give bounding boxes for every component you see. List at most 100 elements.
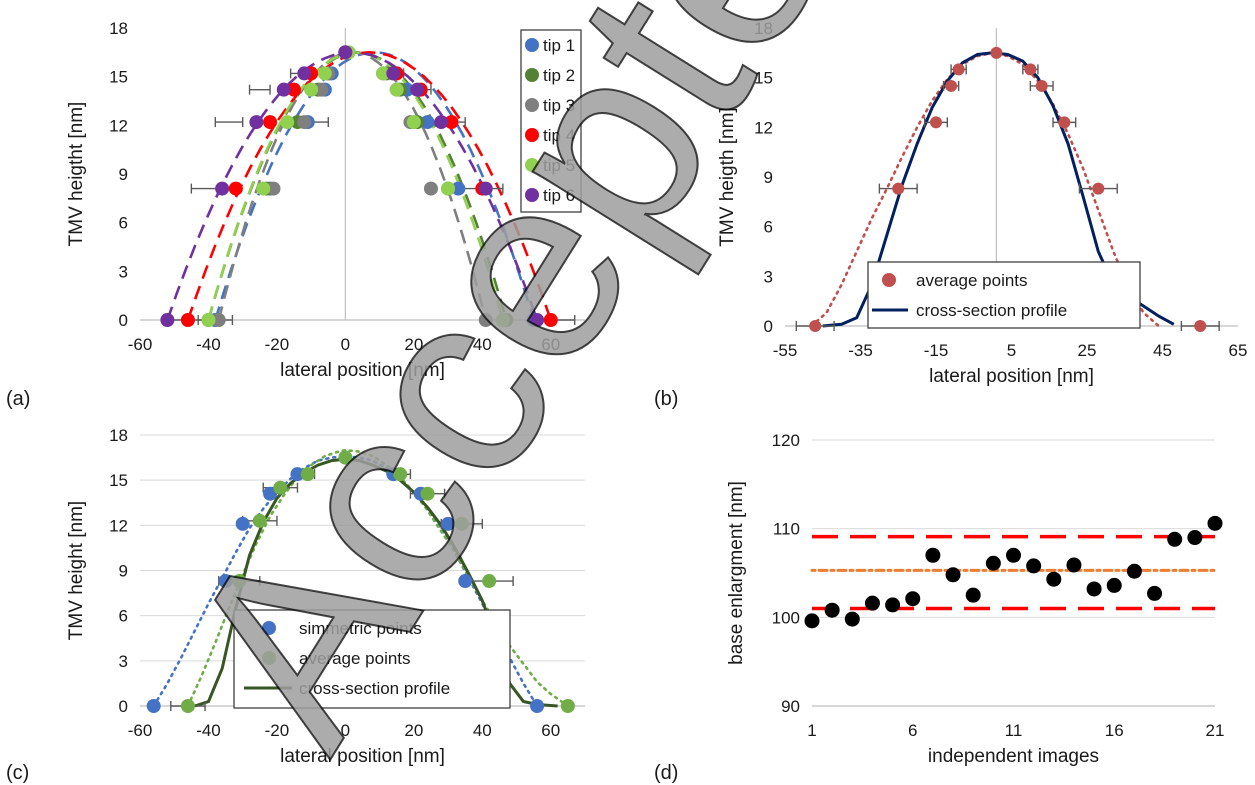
x-tick-label: 40 (473, 335, 492, 354)
y-tick-label: 3 (119, 262, 128, 281)
x-tick-label: 60 (541, 335, 560, 354)
data-point (249, 115, 264, 130)
legend-marker (262, 651, 276, 665)
data-point (406, 115, 421, 130)
x-axis-label: independent images (928, 746, 1099, 767)
data-point (1058, 116, 1071, 129)
data-point (1106, 577, 1122, 593)
y-tick-label: 6 (119, 607, 128, 626)
y-tick-label: 12 (109, 116, 128, 135)
data-point (276, 82, 291, 97)
y-tick-label: 6 (119, 214, 128, 233)
data-point (824, 602, 840, 618)
data-point (263, 486, 278, 501)
legend-label: tip 4 (543, 126, 575, 145)
x-tick-label: 45 (1153, 341, 1172, 360)
data-point (263, 115, 278, 130)
data-point (393, 467, 408, 482)
data-point (1126, 563, 1142, 579)
data-point (444, 115, 459, 130)
x-tick-label: 5 (1007, 341, 1016, 360)
y-tick-label: 18 (109, 19, 128, 38)
data-point (990, 46, 1003, 59)
panel-label-a: (a) (6, 388, 30, 410)
data-point (1086, 581, 1102, 597)
data-point (338, 45, 353, 60)
legend-label: simmetric points (299, 619, 422, 638)
legend-marker (525, 128, 539, 142)
data-point (1035, 79, 1048, 92)
data-point (300, 467, 315, 482)
data-point (441, 181, 456, 196)
data-point (864, 595, 880, 611)
data-point (215, 181, 230, 196)
data-point (905, 591, 921, 607)
series-fit-line (214, 50, 535, 321)
data-point (420, 486, 435, 501)
data-point (180, 313, 195, 327)
legend-marker (525, 188, 539, 202)
data-point (389, 82, 404, 97)
x-axis-label: lateral position [nm] (280, 360, 445, 381)
data-point (423, 181, 438, 196)
data-point (266, 181, 281, 196)
data-point (441, 516, 456, 531)
x-tick-label: 16 (1105, 721, 1124, 740)
series-fit-line (186, 50, 553, 321)
x-tick-label: 20 (404, 721, 423, 740)
panel-label-d: (d) (654, 762, 678, 784)
y-tick-label: 100 (772, 608, 800, 627)
data-point (317, 66, 332, 81)
x-tick-label: -35 (848, 341, 873, 360)
data-point (809, 320, 822, 332)
legend-marker (525, 158, 539, 172)
x-tick-label: 65 (1229, 341, 1248, 360)
legend-label: average points (916, 271, 1028, 290)
data-point (844, 611, 860, 627)
data-point (952, 63, 965, 76)
data-point (985, 555, 1001, 571)
data-point (160, 313, 175, 327)
y-tick-label: 12 (109, 516, 128, 535)
data-point (804, 613, 820, 629)
data-point (420, 115, 435, 130)
data-point (892, 182, 905, 195)
panel-label-b: (b) (654, 388, 678, 410)
data-point (885, 597, 901, 613)
x-axis-label: lateral position [nm] (929, 366, 1094, 387)
data-point (1187, 530, 1203, 546)
data-point (146, 699, 161, 713)
y-tick-label: 6 (764, 218, 773, 237)
chart-a: 0 3 6 9 12 15 18 -60 -40 -20 0 20 40 60 lateral positi… (66, 19, 585, 381)
x-tick-label: -20 (265, 721, 290, 740)
chart-b: 0 3 6 9 12 15 18 -55 -35 -15 5 25 45 65 lateral positi… (717, 19, 1247, 387)
data-point (965, 587, 981, 603)
x-tick-label: 20 (404, 335, 423, 354)
y-tick-label: 18 (109, 426, 128, 445)
data-point (478, 313, 493, 327)
data-point (543, 313, 558, 327)
x-tick-label: 11 (1005, 721, 1023, 740)
data-point (338, 450, 353, 465)
y-axis-label: TMV height [nm] (66, 501, 87, 640)
data-point (218, 574, 233, 589)
y-tick-label: 0 (119, 311, 128, 330)
x-tick-label: 21 (1206, 721, 1225, 740)
y-tick-label: 120 (772, 431, 800, 450)
legend-box (233, 609, 511, 709)
data-point (458, 574, 473, 589)
data-point (211, 313, 226, 327)
data-point (451, 181, 466, 196)
data-point (1024, 63, 1037, 76)
legend-marker (262, 621, 276, 635)
data-point (201, 313, 216, 327)
data-point (304, 82, 319, 97)
y-axis-label: TMV heigth [nm] (717, 107, 738, 246)
data-point (314, 82, 329, 97)
y-tick-label: 9 (119, 562, 128, 581)
legend-marker (525, 68, 539, 82)
chart-c: 0 3 6 9 12 15 18 -60 -40 -20 0 20 40 60 lateral positi… (66, 426, 585, 767)
data-point (376, 66, 391, 81)
legend-label: tip 1 (543, 36, 575, 55)
